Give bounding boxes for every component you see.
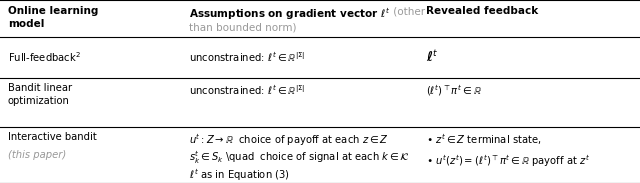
- Text: (other: (other: [390, 6, 426, 16]
- Text: Full-feedback$^2$: Full-feedback$^2$: [8, 50, 81, 64]
- Text: unconstrained: $\ell^t \in \mathbb{R}^{|\Sigma|}$: unconstrained: $\ell^t \in \mathbb{R}^{|…: [189, 50, 305, 64]
- Text: (this paper): (this paper): [8, 150, 66, 160]
- Text: $u^t: Z \to \mathbb{R}$  choice of payoff at each $z \in Z$: $u^t: Z \to \mathbb{R}$ choice of payoff…: [189, 132, 389, 148]
- Text: $\bullet\ z^t \in Z$ terminal state,: $\bullet\ z^t \in Z$ terminal state,: [426, 132, 541, 147]
- Text: Interactive bandit: Interactive bandit: [8, 132, 97, 142]
- Text: Bandit linear
optimization: Bandit linear optimization: [8, 83, 72, 107]
- Text: than bounded norm): than bounded norm): [189, 23, 296, 33]
- Text: $\bullet\ u^t(z^t) = (\ell^t)^\top \pi^t \in \mathbb{R}$ payoff at $z^t$: $\bullet\ u^t(z^t) = (\ell^t)^\top \pi^t…: [426, 153, 589, 169]
- Text: Online learning
model: Online learning model: [8, 6, 98, 29]
- Text: $(\ell^t)^\top \pi^t \in \mathbb{R}$: $(\ell^t)^\top \pi^t \in \mathbb{R}$: [426, 83, 482, 98]
- Text: unconstrained: $\ell^t \in \mathbb{R}^{|\Sigma|}$: unconstrained: $\ell^t \in \mathbb{R}^{|…: [189, 83, 305, 97]
- Text: Revealed feedback: Revealed feedback: [426, 6, 538, 16]
- Text: $s^t_k \in S_k$ \quad  choice of signal at each $k \in \mathcal{K}$: $s^t_k \in S_k$ \quad choice of signal a…: [189, 150, 410, 166]
- Text: $\ell^t$ as in Equation (3): $\ell^t$ as in Equation (3): [189, 167, 290, 183]
- Text: $\boldsymbol{\ell}^t$: $\boldsymbol{\ell}^t$: [426, 49, 438, 65]
- Text: Assumptions on gradient vector $\ell^t$: Assumptions on gradient vector $\ell^t$: [189, 6, 390, 22]
